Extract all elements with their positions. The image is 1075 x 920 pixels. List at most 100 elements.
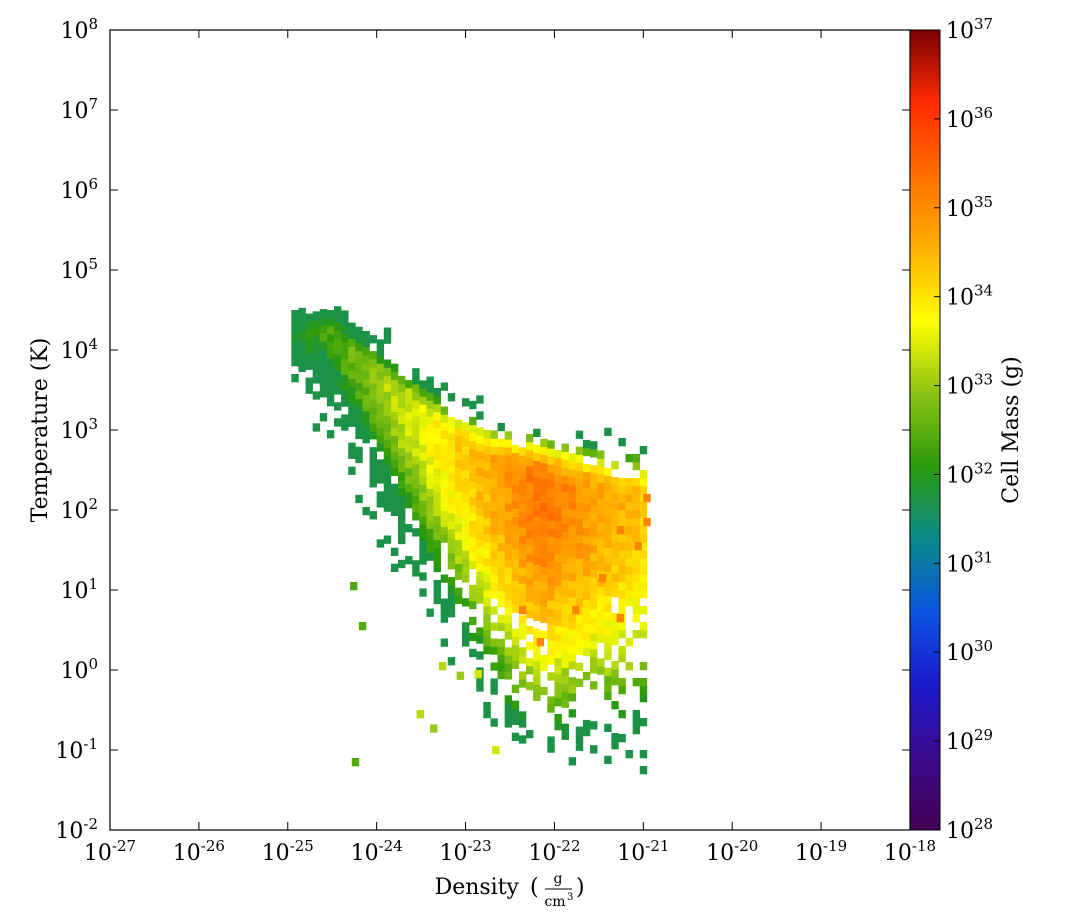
heatmap-cell xyxy=(462,622,470,631)
heatmap-cell xyxy=(582,503,591,513)
heatmap-cell xyxy=(433,539,441,549)
colorbar-ticks: 1028 1029 1030 1031 1032 1033 1034 1035 1036 1037 xyxy=(934,15,993,844)
heatmap-cell xyxy=(469,504,477,514)
heatmap-cell xyxy=(561,467,569,476)
heatmap-cell xyxy=(547,616,555,625)
heatmap-cell xyxy=(369,383,377,392)
heatmap-cell xyxy=(561,723,569,732)
heatmap-cell xyxy=(547,656,555,665)
heatmap-cell xyxy=(398,519,406,529)
heatmap-cell xyxy=(433,451,441,461)
heatmap-cell xyxy=(504,463,513,472)
heatmap-cell xyxy=(469,472,477,482)
heatmap-cell xyxy=(440,518,449,527)
heatmap-cell xyxy=(547,536,555,545)
heatmap-cell xyxy=(476,571,484,580)
heatmap-cell xyxy=(511,604,520,613)
heatmap-cell xyxy=(490,646,498,655)
y-tick-label: 108 xyxy=(60,15,98,44)
heatmap-cell xyxy=(518,527,527,536)
heatmap-cell xyxy=(476,547,484,556)
heatmap-cell xyxy=(618,606,626,615)
heatmap-cell xyxy=(390,363,399,372)
heatmap-cell xyxy=(419,588,427,597)
heatmap-cell xyxy=(483,589,491,599)
heatmap-cell xyxy=(326,374,335,383)
y-tick-label: 103 xyxy=(60,415,98,444)
heatmap-cell xyxy=(540,686,548,696)
heatmap-cell xyxy=(518,567,527,576)
heatmap-cell xyxy=(334,338,342,347)
heatmap-cell xyxy=(440,598,449,607)
heatmap-cell xyxy=(526,506,534,515)
heatmap-cell xyxy=(383,399,392,408)
heatmap-cell xyxy=(526,522,534,531)
heatmap-cell xyxy=(561,651,569,660)
heatmap-cell xyxy=(476,395,484,404)
heatmap-cell xyxy=(561,699,569,708)
heatmap-cell xyxy=(604,755,612,765)
heatmap-cell xyxy=(476,451,484,460)
x-tick-label: 10-21 xyxy=(617,837,669,866)
heatmap-cell xyxy=(440,414,449,423)
heatmap-cell xyxy=(590,521,598,530)
heatmap-cell xyxy=(383,431,392,440)
heatmap-cell xyxy=(305,337,313,346)
heatmap-cell xyxy=(462,558,470,567)
heatmap-cell xyxy=(390,459,399,468)
heatmap-cell xyxy=(518,487,527,496)
heatmap-cell xyxy=(604,675,612,685)
heatmap-cell xyxy=(440,446,449,455)
heatmap-cell xyxy=(611,621,619,630)
heatmap-cell xyxy=(590,481,598,490)
heatmap-cell xyxy=(604,531,612,541)
heatmap-cell xyxy=(490,534,498,543)
heatmap-cell xyxy=(575,510,584,519)
heatmap-cell xyxy=(454,427,463,436)
heatmap-cell xyxy=(416,710,425,719)
heatmap-cell xyxy=(341,350,349,359)
heatmap-cell xyxy=(518,719,527,728)
heatmap-cells xyxy=(291,306,651,775)
y-tick-label: 106 xyxy=(60,175,98,204)
heatmap-cell xyxy=(533,548,541,557)
heatmap-cell xyxy=(433,443,441,453)
heatmap-cell xyxy=(533,628,541,637)
heatmap-cell xyxy=(568,573,577,582)
heatmap-cell xyxy=(590,665,598,674)
colorbar-tick-label: 1030 xyxy=(946,637,993,666)
heatmap-cell xyxy=(504,591,513,600)
heatmap-cell xyxy=(490,622,498,631)
heatmap-cell xyxy=(540,614,548,624)
heatmap-cell xyxy=(533,668,541,677)
heatmap-cell xyxy=(440,534,449,543)
heatmap-cell xyxy=(490,582,498,591)
heatmap-cell xyxy=(632,454,641,463)
heatmap-cell xyxy=(454,443,463,452)
heatmap-cell xyxy=(447,601,456,610)
heatmap-cell xyxy=(405,452,413,461)
heatmap-cell xyxy=(412,488,420,497)
heatmap-cell xyxy=(369,359,377,368)
heatmap-cell xyxy=(582,463,591,473)
heatmap-cell xyxy=(419,532,427,541)
heatmap-cell xyxy=(618,550,626,559)
heatmap-cell xyxy=(639,558,648,567)
heatmap-cell xyxy=(568,645,577,654)
heatmap-cell xyxy=(462,542,470,551)
heatmap-cell xyxy=(575,446,584,455)
heatmap-cell xyxy=(604,627,612,637)
heatmap-cell xyxy=(554,650,562,659)
heatmap-cell xyxy=(639,582,648,591)
heatmap-cell xyxy=(405,436,413,445)
heatmap-cell xyxy=(440,406,449,415)
heatmap-cell xyxy=(412,560,420,569)
heatmap-cell xyxy=(497,494,505,504)
heatmap-cell xyxy=(440,494,449,503)
heatmap-cell xyxy=(632,526,641,535)
heatmap-cell xyxy=(533,684,541,693)
heatmap-cell xyxy=(554,458,562,467)
heatmap-cell xyxy=(497,582,505,592)
heatmap-cell xyxy=(426,440,434,449)
heatmap-cell xyxy=(547,544,555,553)
